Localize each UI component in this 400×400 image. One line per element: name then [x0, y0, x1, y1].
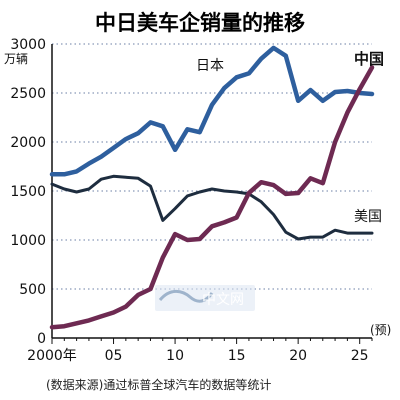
series-line-usa — [50, 174, 374, 241]
chart-title: 中日美车企销量的推移 — [95, 11, 305, 35]
y-tick-label: 1000 — [10, 233, 46, 249]
watermark-logo-icon — [158, 289, 214, 303]
grid-lines — [52, 43, 372, 290]
y-tick-label: 2000 — [10, 135, 46, 151]
y-tick-label: 2500 — [10, 86, 46, 102]
y-tick-labels: 0 500 1000 1500 2000 2500 3000 — [10, 37, 46, 347]
watermark-text: 中文网 — [202, 292, 244, 308]
source-note: (数据来源)通过标普全球汽车的数据等统计 — [46, 377, 271, 392]
x-tick-label: 2000年 — [27, 348, 77, 364]
x-tick-labels: 2000年 05 10 15 20 25 — [27, 348, 368, 364]
series-lines — [49, 45, 375, 330]
x-tick-label: 10 — [166, 348, 184, 364]
series-line-china — [49, 65, 375, 330]
x-tick-label: 05 — [105, 348, 123, 364]
series-label-usa: 美国 — [354, 209, 382, 225]
series-label-japan: 日本 — [196, 58, 224, 74]
y-tick-label: 1500 — [10, 184, 46, 200]
series-line-japan — [49, 45, 375, 177]
y-tick-label: 3000 — [10, 37, 46, 53]
x-tick-label: 15 — [228, 348, 246, 364]
y-unit-label: 万辆 — [4, 52, 28, 66]
series-label-china: 中国 — [354, 50, 384, 68]
axes — [51, 44, 373, 344]
watermark: 中文网 — [155, 285, 255, 311]
x-tick-label: 20 — [289, 348, 307, 364]
y-tick-label: 500 — [19, 282, 46, 298]
y-tick-label: 0 — [37, 331, 46, 347]
forecast-label: (预) — [370, 323, 391, 337]
x-tick-label: 25 — [351, 348, 369, 364]
